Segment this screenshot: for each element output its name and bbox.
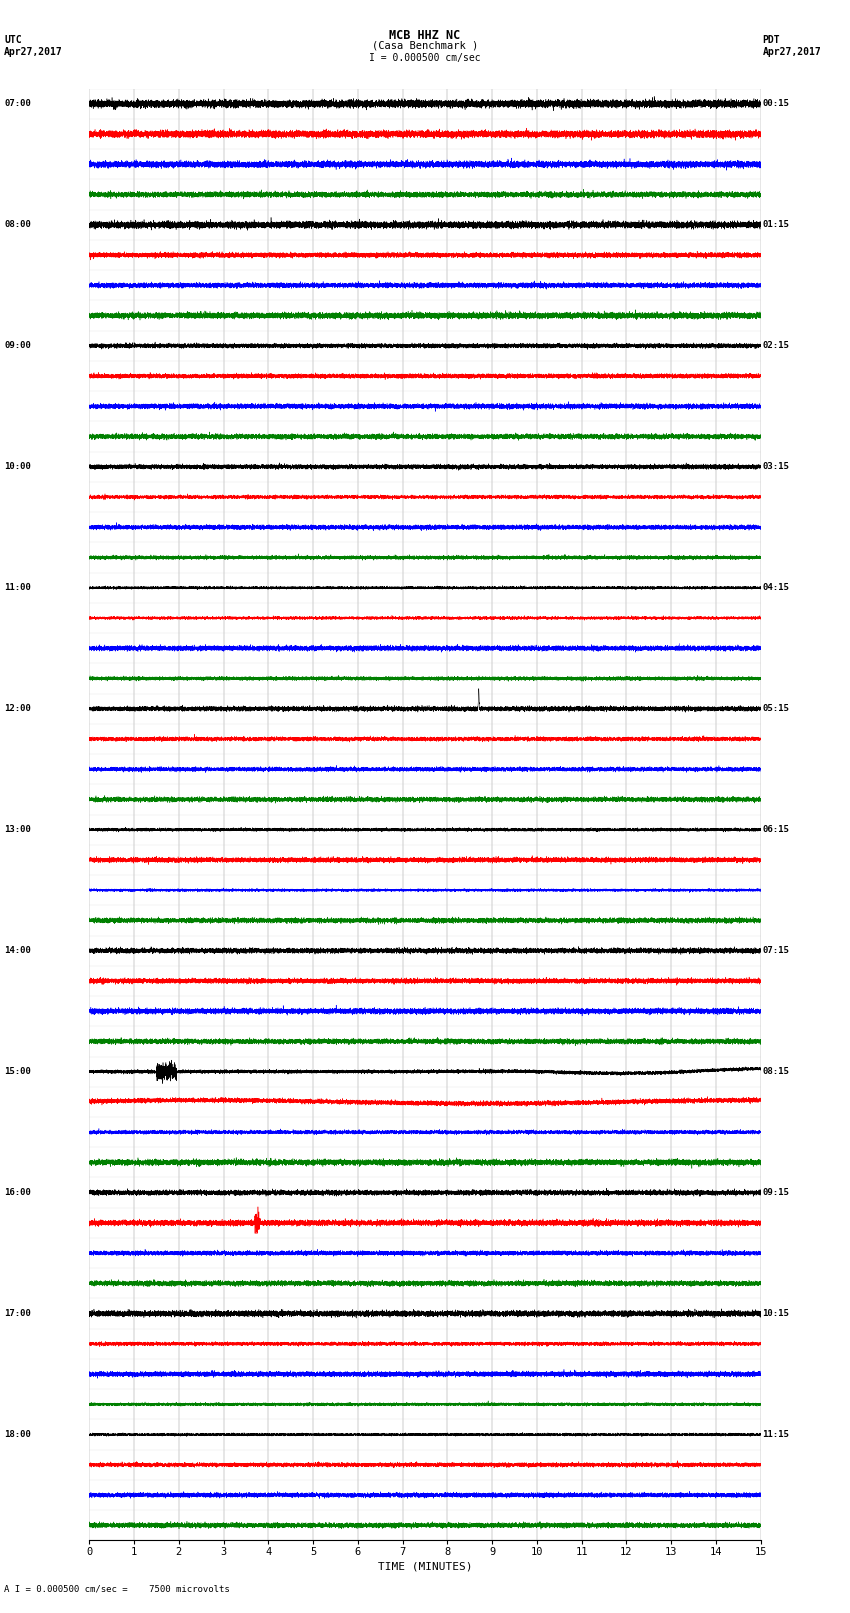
Text: A I = 0.000500 cm/sec =    7500 microvolts: A I = 0.000500 cm/sec = 7500 microvolts xyxy=(4,1584,230,1594)
Text: Apr27,2017: Apr27,2017 xyxy=(762,47,821,56)
Text: 14:00: 14:00 xyxy=(4,947,31,955)
Text: 08:15: 08:15 xyxy=(762,1068,790,1076)
Text: 08:00: 08:00 xyxy=(4,221,31,229)
Text: 10:15: 10:15 xyxy=(762,1310,790,1318)
Text: 06:15: 06:15 xyxy=(762,826,790,834)
Text: 18:00: 18:00 xyxy=(4,1431,31,1439)
Text: 09:15: 09:15 xyxy=(762,1189,790,1197)
Text: 10:00: 10:00 xyxy=(4,463,31,471)
Text: 12:00: 12:00 xyxy=(4,705,31,713)
Text: Apr27,2017: Apr27,2017 xyxy=(4,47,63,56)
Text: 05:15: 05:15 xyxy=(762,705,790,713)
Text: UTC: UTC xyxy=(4,35,22,45)
Text: 03:15: 03:15 xyxy=(762,463,790,471)
Text: 11:00: 11:00 xyxy=(4,584,31,592)
Text: 04:15: 04:15 xyxy=(762,584,790,592)
Text: (Casa Benchmark ): (Casa Benchmark ) xyxy=(371,40,478,50)
Text: PDT: PDT xyxy=(762,35,780,45)
X-axis label: TIME (MINUTES): TIME (MINUTES) xyxy=(377,1561,473,1571)
Text: 00:15: 00:15 xyxy=(762,100,790,108)
Text: 07:00: 07:00 xyxy=(4,100,31,108)
Text: 02:15: 02:15 xyxy=(762,342,790,350)
Text: 17:00: 17:00 xyxy=(4,1310,31,1318)
Text: I = 0.000500 cm/sec: I = 0.000500 cm/sec xyxy=(369,53,481,63)
Text: 01:15: 01:15 xyxy=(762,221,790,229)
Text: 13:00: 13:00 xyxy=(4,826,31,834)
Text: 16:00: 16:00 xyxy=(4,1189,31,1197)
Text: 07:15: 07:15 xyxy=(762,947,790,955)
Text: MCB HHZ NC: MCB HHZ NC xyxy=(389,29,461,42)
Text: 09:00: 09:00 xyxy=(4,342,31,350)
Text: 15:00: 15:00 xyxy=(4,1068,31,1076)
Text: 11:15: 11:15 xyxy=(762,1431,790,1439)
